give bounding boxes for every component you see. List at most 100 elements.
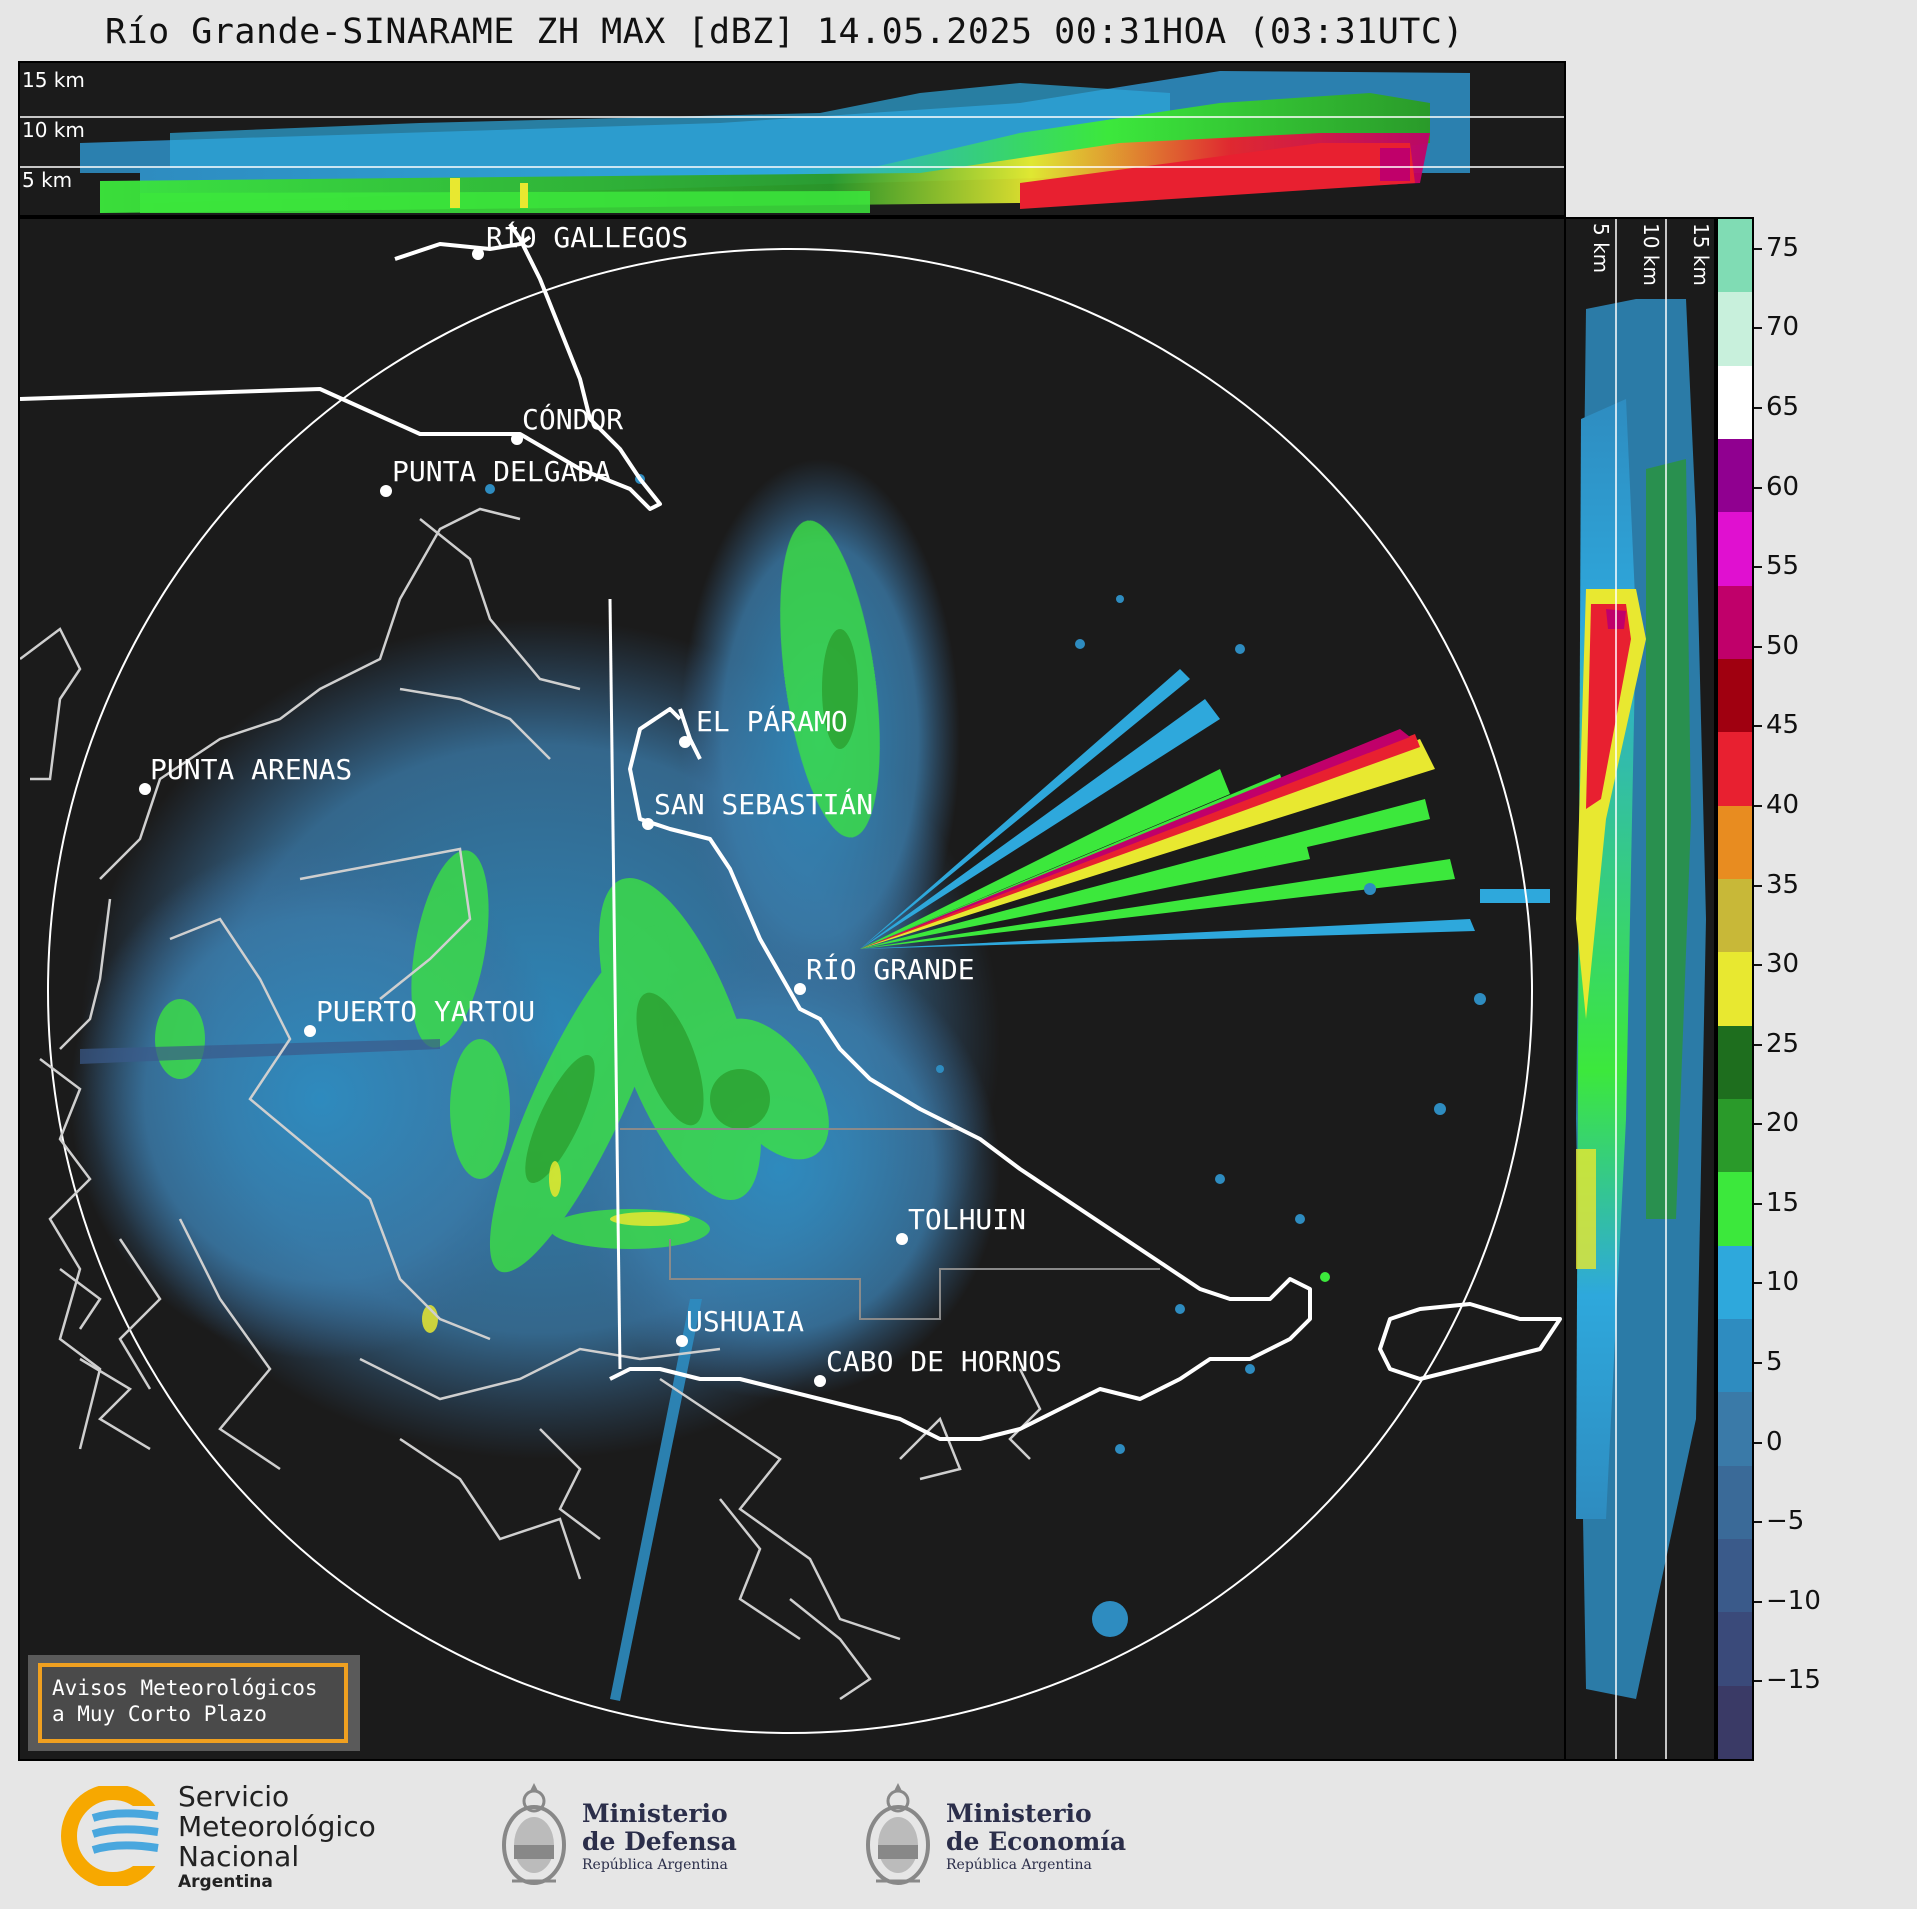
notice-line2: a Muy Corto Plazo xyxy=(52,1702,267,1726)
colorbar-tick-mark xyxy=(1754,247,1762,250)
notice-frame xyxy=(38,1663,348,1743)
place-punta-delgada: PUNTA DELGADA xyxy=(392,455,611,488)
colorbar-band xyxy=(1718,1685,1752,1759)
colorbar-tick-label: 75 xyxy=(1766,232,1800,263)
top-height-profile-panel: 15 km 10 km 5 km xyxy=(18,61,1566,217)
colorbar-tick-mark xyxy=(1754,566,1762,569)
colorbar-tick-mark xyxy=(1754,1282,1762,1285)
coat-of-arms-icon xyxy=(502,1783,566,1885)
side-level-5km: 5 km xyxy=(1589,223,1613,273)
notice-line1: Avisos Meteorológicos xyxy=(52,1676,318,1700)
colorbar-tick-mark xyxy=(1754,1123,1762,1126)
colorbar-tick-label: 60 xyxy=(1766,471,1800,502)
colorbar-tick-label: 40 xyxy=(1766,789,1800,820)
colorbar-band xyxy=(1718,1539,1752,1613)
defensa-line3: República Argentina xyxy=(582,1857,728,1873)
colorbar-tick-mark xyxy=(1754,645,1762,648)
coastlines xyxy=(20,507,1042,1701)
place-el-paramo: EL PÁRAMO xyxy=(696,704,848,738)
defensa-seal xyxy=(492,1775,576,1895)
colorbar-tick-mark xyxy=(1754,804,1762,807)
side-level-15km: 15 km xyxy=(1689,223,1713,286)
colorbar-band xyxy=(1718,805,1752,880)
colorbar-tick-mark xyxy=(1754,1043,1762,1046)
top-level-10km: 10 km xyxy=(22,118,85,142)
top-height-profile: 15 km 10 km 5 km xyxy=(20,68,1564,213)
colorbar-tick-mark xyxy=(1754,884,1762,887)
economia-line1: Ministerio xyxy=(946,1799,1092,1828)
colorbar-band xyxy=(1718,659,1752,733)
smn-line2: Meteorológico xyxy=(178,1810,376,1843)
colorbar-band xyxy=(1718,952,1752,1026)
colorbar-band xyxy=(1718,1392,1752,1466)
colorbar-tick-mark xyxy=(1754,1202,1762,1205)
colorbar-band xyxy=(1718,1319,1752,1393)
place-rio-grande: RÍO GRANDE xyxy=(806,952,975,986)
smn-line1: Servicio xyxy=(178,1780,290,1813)
side-level-10km: 10 km xyxy=(1639,223,1663,286)
colorbar-tick-label: 20 xyxy=(1766,1108,1800,1139)
colorbar-band xyxy=(1718,1099,1752,1173)
colorbar-tick-label: 50 xyxy=(1766,630,1800,661)
colorbar-tick-label: 35 xyxy=(1766,869,1800,900)
colorbar-band xyxy=(1718,1612,1752,1686)
colorbar-tick-mark xyxy=(1754,1521,1762,1524)
colorbar-band xyxy=(1718,1245,1752,1320)
colorbar-band xyxy=(1718,1172,1752,1246)
colorbar-tick-mark xyxy=(1754,1441,1762,1444)
radar-map: RÍO GALLEGOS CÓNDOR PUNTA DELGADA EL PÁR… xyxy=(20,220,1562,1751)
side-height-profile-panel: 5 km 10 km 15 km xyxy=(1564,217,1716,1761)
colorbar-band xyxy=(1718,585,1752,660)
colorbar-tick-mark xyxy=(1754,486,1762,489)
place-ushuaia: USHUAIA xyxy=(686,1305,804,1338)
colorbar-tick-label: 55 xyxy=(1766,551,1800,582)
colorbar-tick-mark xyxy=(1754,1600,1762,1603)
colorbar xyxy=(1716,217,1754,1761)
colorbar-band xyxy=(1718,512,1752,586)
colorbar-tick-label: 45 xyxy=(1766,710,1800,741)
coat-of-arms-icon xyxy=(866,1783,930,1885)
place-rio-gallegos: RÍO GALLEGOS xyxy=(486,220,688,254)
colorbar-tick-label: −10 xyxy=(1766,1585,1821,1616)
colorbar-tick-label: 70 xyxy=(1766,312,1800,343)
defensa-line1: Ministerio xyxy=(582,1799,728,1828)
colorbar-tick-mark xyxy=(1754,327,1762,330)
smn-line4: Argentina xyxy=(178,1872,273,1892)
colorbar-tick-label: 5 xyxy=(1766,1347,1783,1378)
colorbar-tick-label: −5 xyxy=(1766,1506,1805,1537)
colorbar-band xyxy=(1718,1465,1752,1540)
colorbar-tick-label: 10 xyxy=(1766,1267,1800,1298)
place-puerto-yartou: PUERTO YARTOU xyxy=(316,995,535,1028)
colorbar-band xyxy=(1718,365,1752,440)
place-condor: CÓNDOR xyxy=(522,402,623,436)
smn-line3: Nacional xyxy=(178,1840,300,1873)
colorbar-tick-mark xyxy=(1754,964,1762,967)
colorbar-band xyxy=(1718,732,1752,806)
colorbar-tick-mark xyxy=(1754,1680,1762,1683)
page-title: Río Grande-SINARAME ZH MAX [dBZ] 14.05.2… xyxy=(105,12,1465,52)
economia-seal xyxy=(856,1775,940,1895)
colorbar-band xyxy=(1718,1025,1752,1100)
place-cabo-de-hornos: CABO DE HORNOS xyxy=(826,1345,1062,1378)
smn-logo-mark xyxy=(61,1786,168,1886)
defensa-line2: de Defensa xyxy=(582,1827,737,1856)
colorbar-band xyxy=(1718,292,1752,366)
colorbar-tick-label: 0 xyxy=(1766,1426,1783,1457)
radar-map-panel: RÍO GALLEGOS CÓNDOR PUNTA DELGADA EL PÁR… xyxy=(18,217,1566,1761)
smn-logo xyxy=(58,1786,168,1886)
top-level-15km: 15 km xyxy=(22,68,85,92)
colorbar-band xyxy=(1718,219,1752,293)
range-ring xyxy=(47,248,1533,1734)
city-markers xyxy=(139,248,908,1387)
colorbar-tick-mark xyxy=(1754,407,1762,409)
place-tolhuin: TOLHUIN xyxy=(908,1203,1026,1236)
top-level-5km: 5 km xyxy=(22,168,72,192)
place-san-sebastian: SAN SEBASTIÁN xyxy=(654,787,873,821)
economia-line2: de Economía xyxy=(946,1827,1127,1856)
colorbar-tick-label: 15 xyxy=(1766,1187,1800,1218)
economia-line3: República Argentina xyxy=(946,1857,1092,1873)
colorbar-tick-label: 30 xyxy=(1766,949,1800,980)
interference-spikes xyxy=(860,669,1475,949)
colorbar-tick-label: −15 xyxy=(1766,1665,1821,1696)
place-punta-arenas: PUNTA ARENAS xyxy=(150,753,352,786)
